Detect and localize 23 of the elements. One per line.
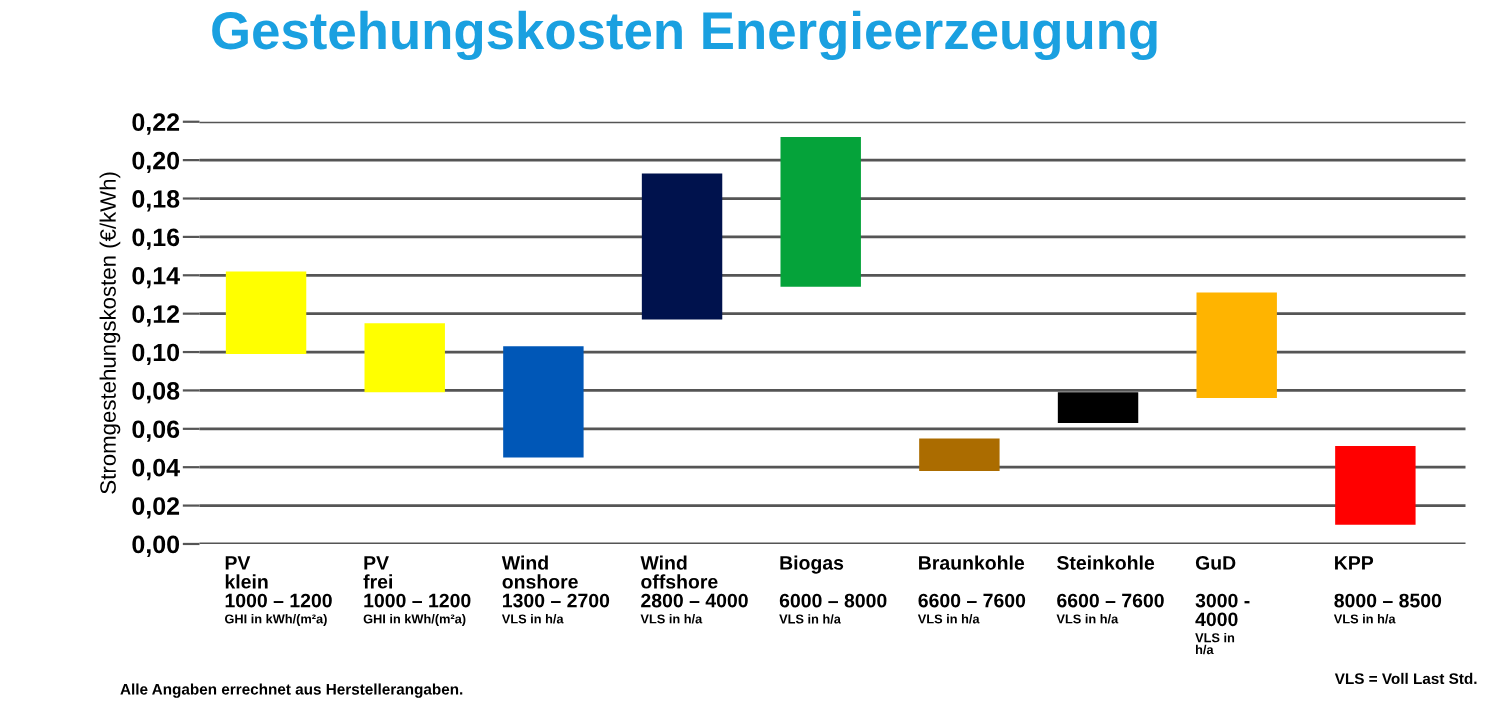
y-tick-label: 0,06 — [132, 420, 180, 442]
y-tick-label: 0,16 — [132, 228, 180, 250]
bar — [780, 137, 861, 287]
bar — [919, 438, 1000, 472]
y-tick-label: 0,22 — [132, 113, 180, 135]
y-tick-label: 0,14 — [132, 266, 180, 289]
y-tick-label: 0,02 — [132, 497, 180, 519]
chart-title: Gestehungskosten Energieerzeugung — [212, 10, 1157, 61]
y-tick-label: 0,08 — [132, 382, 180, 404]
y-tick-label: 0,00 — [132, 535, 180, 557]
bar — [1196, 292, 1277, 399]
bar — [1057, 392, 1139, 424]
bar — [1335, 446, 1416, 525]
y-tick-label: 0,04 — [132, 458, 180, 481]
bar — [641, 173, 723, 320]
bar — [503, 346, 584, 458]
y-tick-label: 0,20 — [132, 151, 180, 174]
bar — [364, 323, 445, 393]
y-tick-label: 0,18 — [132, 190, 180, 212]
y-axis-title: Stromgestehungskosten (€/kWh) — [99, 172, 121, 494]
bar — [225, 271, 307, 354]
y-tick-label: 0,10 — [132, 343, 180, 365]
y-tick-label: 0,12 — [132, 305, 180, 327]
